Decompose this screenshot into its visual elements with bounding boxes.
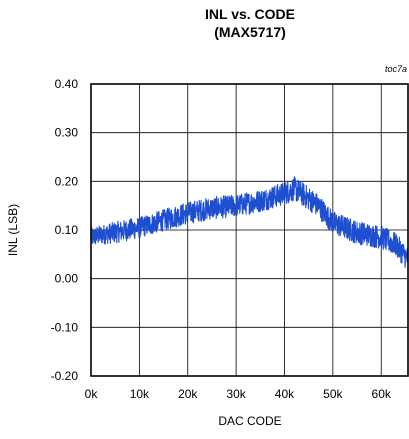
x-tick-label: 0k — [85, 387, 99, 401]
chart-subtitle: (MAX5717) — [214, 24, 286, 40]
x-tick-label: 10k — [130, 387, 150, 401]
y-axis-ticks: 0.40 0.30 0.20 0.10 0.00 -0.10 -0.20 — [51, 77, 79, 383]
x-tick-label: 30k — [226, 387, 246, 401]
y-tick-label: 0.30 — [55, 126, 79, 140]
plot-area — [90, 83, 409, 377]
y-tick-label: 0.00 — [55, 272, 79, 286]
x-tick-label: 20k — [178, 387, 198, 401]
x-axis-label: DAC CODE — [218, 414, 281, 428]
y-tick-label: 0.40 — [55, 77, 79, 91]
y-tick-label: -0.20 — [51, 369, 79, 383]
x-axis-ticks: 0k 10k 20k 30k 40k 50k 60k — [85, 387, 392, 401]
y-axis-label: INL (LSB) — [6, 204, 20, 256]
x-tick-label: 50k — [323, 387, 343, 401]
chart-title: INL vs. CODE — [205, 6, 295, 22]
y-tick-label: 0.10 — [55, 223, 79, 237]
y-tick-label: 0.20 — [55, 174, 79, 188]
y-tick-label: -0.10 — [51, 320, 79, 334]
inl-series-line — [90, 176, 409, 268]
x-tick-label: 60k — [372, 387, 392, 401]
x-tick-label: 40k — [275, 387, 295, 401]
figure-annotation: toc7a — [385, 64, 407, 74]
data-series — [90, 176, 409, 268]
